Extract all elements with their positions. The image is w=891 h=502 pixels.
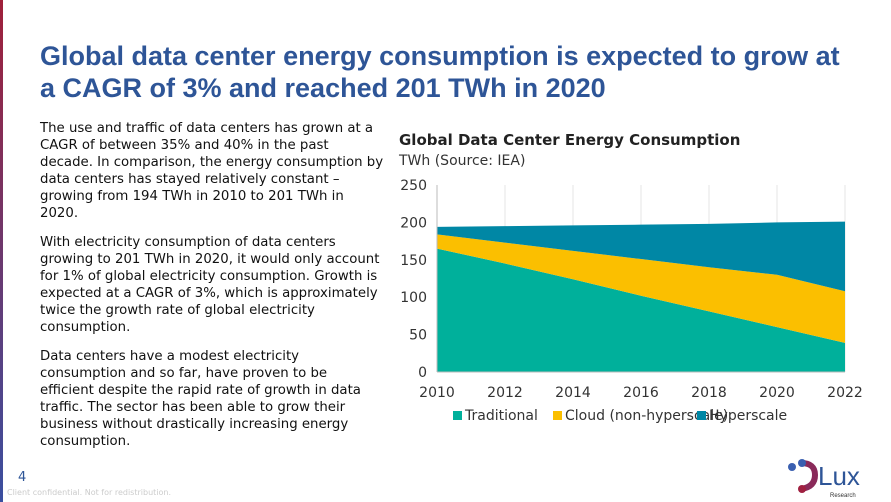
x-tick-label: 2018 (691, 385, 727, 401)
y-tick-label: 50 (409, 328, 427, 344)
x-tick-label: 2020 (759, 385, 795, 401)
paragraph: The use and traffic of data centers has … (40, 121, 384, 221)
y-tick-label: 250 (400, 178, 427, 194)
paragraph: Data centers have a modest electricity c… (40, 349, 361, 449)
x-tick-label: 2012 (487, 385, 523, 401)
legend-swatch (553, 411, 562, 420)
legend-label: Cloud (non-hyperscale) (565, 408, 728, 424)
chart-subtitle: TWh (Source: IEA) (399, 153, 526, 169)
x-tick-label: 2016 (623, 385, 659, 401)
y-tick-label: 150 (400, 253, 427, 269)
legend-swatch (697, 411, 706, 420)
chart-title: Global Data Center Energy Consumption (399, 131, 741, 149)
y-tick-label: 200 (400, 215, 427, 231)
lux-research-logo: Lux Research (788, 459, 860, 499)
legend-label: Hyperscale (709, 408, 787, 424)
svg-text:Lux: Lux (818, 461, 860, 491)
confidential-note: Client confidential. Not for redistribut… (7, 488, 172, 497)
x-tick-label: 2010 (419, 385, 455, 401)
legend-swatch (453, 411, 462, 420)
page-number: 4 (18, 470, 27, 485)
svg-text:Research: Research (830, 493, 856, 499)
slide-title: Global data center energy consumption is… (40, 41, 840, 103)
y-tick-label: 0 (418, 365, 427, 381)
x-tick-label: 2014 (555, 385, 591, 401)
area-hyperscale (437, 221, 845, 292)
area-traditional (437, 248, 845, 372)
x-tick-label: 2022 (827, 385, 863, 401)
body-text: The use and traffic of data centers has … (40, 120, 385, 462)
paragraph: With electricity consumption of data cen… (40, 235, 380, 335)
area-cloud-non-hyperscale- (437, 234, 845, 343)
slide-edge-accent (0, 0, 3, 502)
y-tick-label: 100 (400, 290, 427, 306)
legend-label: Traditional (464, 408, 538, 424)
